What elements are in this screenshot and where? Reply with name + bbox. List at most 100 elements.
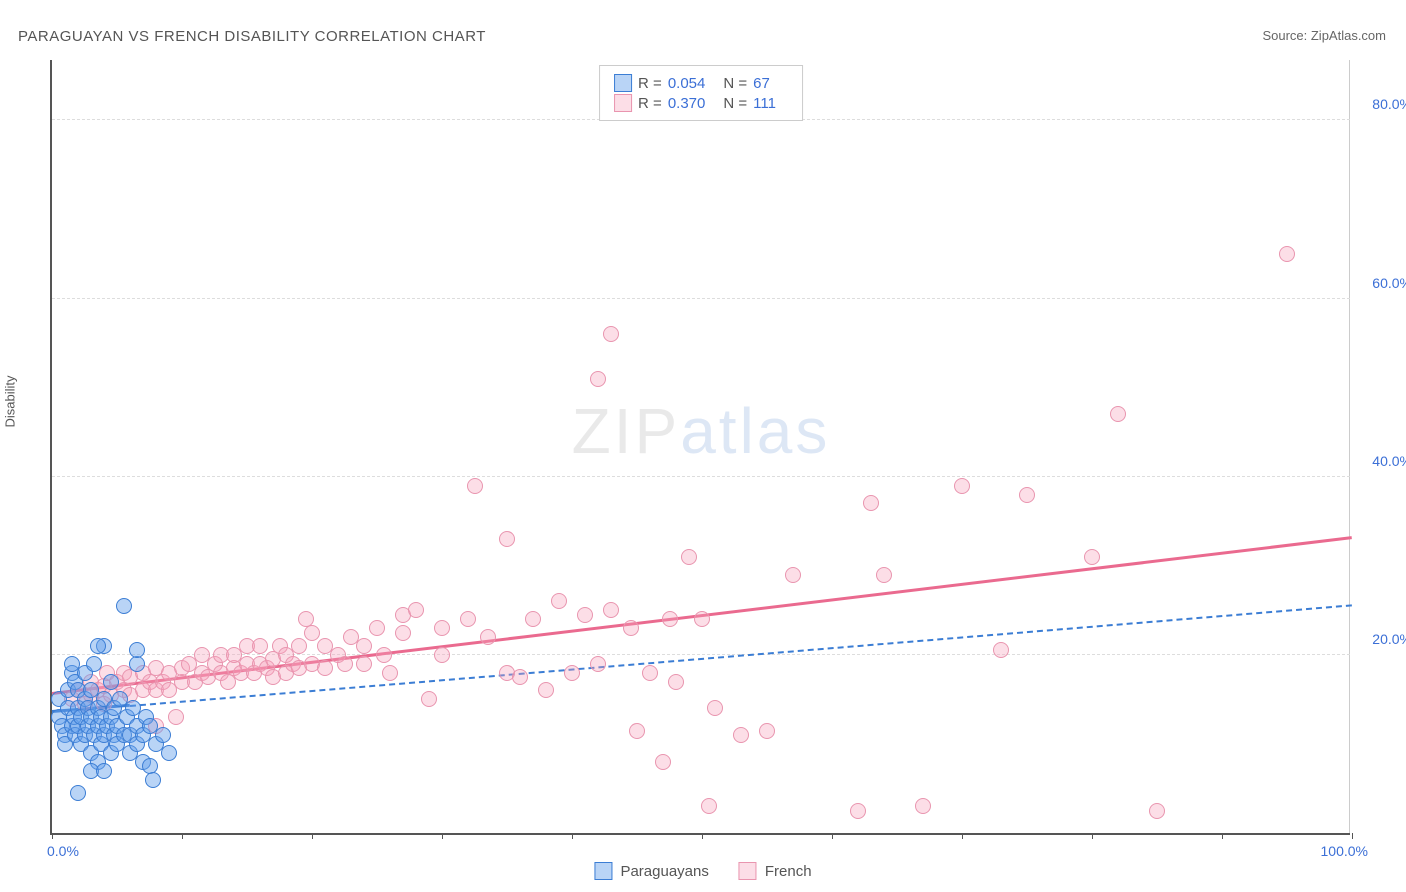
scatter-point: [603, 602, 619, 618]
scatter-point: [538, 682, 554, 698]
swatch-pink-icon: [614, 94, 632, 112]
scatter-point: [116, 598, 132, 614]
xtick: [1092, 833, 1093, 839]
scatter-point: [993, 642, 1009, 658]
scatter-point: [291, 638, 307, 654]
scatter-point: [499, 531, 515, 547]
scatter-point: [304, 625, 320, 641]
xtick-label-left: 0.0%: [47, 843, 79, 859]
gridline-h: [52, 298, 1350, 299]
xtick: [1222, 833, 1223, 839]
scatter-point: [759, 723, 775, 739]
scatter-point: [408, 602, 424, 618]
scatter-point: [467, 478, 483, 494]
xtick: [702, 833, 703, 839]
scatter-point: [577, 607, 593, 623]
scatter-point: [954, 478, 970, 494]
scatter-point: [694, 611, 710, 627]
scatter-point: [1279, 246, 1295, 262]
xtick: [832, 833, 833, 839]
ytick-label: 60.0%: [1372, 275, 1406, 291]
scatter-point: [434, 647, 450, 663]
scatter-point: [376, 647, 392, 663]
r-label-blue: R =: [638, 75, 662, 92]
r-value-pink: 0.370: [668, 95, 706, 112]
scatter-point: [662, 611, 678, 627]
xtick: [52, 833, 53, 839]
scatter-point: [863, 495, 879, 511]
chart-right-border: [1349, 60, 1350, 833]
ytick-label: 20.0%: [1372, 631, 1406, 647]
scatter-point: [421, 691, 437, 707]
scatter-point: [590, 656, 606, 672]
watermark: ZIPatlas: [572, 394, 831, 468]
scatter-point: [707, 700, 723, 716]
source-citation: Source: ZipAtlas.com: [1262, 28, 1386, 43]
ytick-label: 80.0%: [1372, 96, 1406, 112]
scatter-point: [915, 798, 931, 814]
n-label-pink: N =: [723, 95, 747, 112]
r-value-blue: 0.054: [668, 75, 706, 92]
scatter-point: [733, 727, 749, 743]
watermark-atlas: atlas: [680, 395, 830, 467]
scatter-point: [155, 727, 171, 743]
xtick: [182, 833, 183, 839]
legend-row-blue: R = 0.054 N = 67: [614, 74, 788, 92]
n-value-blue: 67: [753, 75, 770, 92]
xtick: [962, 833, 963, 839]
scatter-point: [337, 656, 353, 672]
scatter-point: [103, 674, 119, 690]
series-legend: Paraguayans French: [594, 862, 811, 880]
scatter-point: [395, 625, 411, 641]
scatter-point: [382, 665, 398, 681]
scatter-point: [356, 638, 372, 654]
r-label-pink: R =: [638, 95, 662, 112]
scatter-point: [252, 638, 268, 654]
correlation-legend: R = 0.054 N = 67 R = 0.370 N = 111: [599, 65, 803, 121]
scatter-point: [668, 674, 684, 690]
xtick: [312, 833, 313, 839]
scatter-point: [512, 669, 528, 685]
scatter-point: [356, 656, 372, 672]
scatter-point: [1084, 549, 1100, 565]
xtick: [1352, 833, 1353, 839]
scatter-point: [480, 629, 496, 645]
y-axis-label: Disability: [3, 375, 18, 427]
scatter-point: [70, 785, 86, 801]
scatter-point: [590, 371, 606, 387]
swatch-pink-icon: [739, 862, 757, 880]
scatter-point: [785, 567, 801, 583]
scatter-point: [603, 326, 619, 342]
watermark-zip: ZIP: [572, 395, 681, 467]
scatter-point: [1149, 803, 1165, 819]
xtick: [442, 833, 443, 839]
n-label-blue: N =: [723, 75, 747, 92]
chart-title: PARAGUAYAN VS FRENCH DISABILITY CORRELAT…: [18, 28, 486, 45]
gridline-h: [52, 476, 1350, 477]
source-label: Source:: [1262, 28, 1310, 43]
legend-item-french: French: [739, 862, 812, 880]
scatter-point: [90, 638, 106, 654]
scatter-point: [681, 549, 697, 565]
legend-label-paraguayans: Paraguayans: [620, 863, 708, 880]
chart-container: PARAGUAYAN VS FRENCH DISABILITY CORRELAT…: [0, 0, 1406, 892]
scatter-point: [434, 620, 450, 636]
scatter-point: [161, 745, 177, 761]
legend-row-pink: R = 0.370 N = 111: [614, 94, 788, 112]
scatter-point: [1019, 487, 1035, 503]
scatter-point: [876, 567, 892, 583]
scatter-point: [129, 642, 145, 658]
scatter-point: [564, 665, 580, 681]
scatter-point: [317, 660, 333, 676]
swatch-blue-icon: [594, 862, 612, 880]
swatch-blue-icon: [614, 74, 632, 92]
scatter-point: [96, 763, 112, 779]
scatter-point: [655, 754, 671, 770]
scatter-point: [525, 611, 541, 627]
xtick: [572, 833, 573, 839]
scatter-point: [642, 665, 658, 681]
scatter-point: [369, 620, 385, 636]
scatter-point: [1110, 406, 1126, 422]
scatter-point: [460, 611, 476, 627]
scatter-point: [551, 593, 567, 609]
